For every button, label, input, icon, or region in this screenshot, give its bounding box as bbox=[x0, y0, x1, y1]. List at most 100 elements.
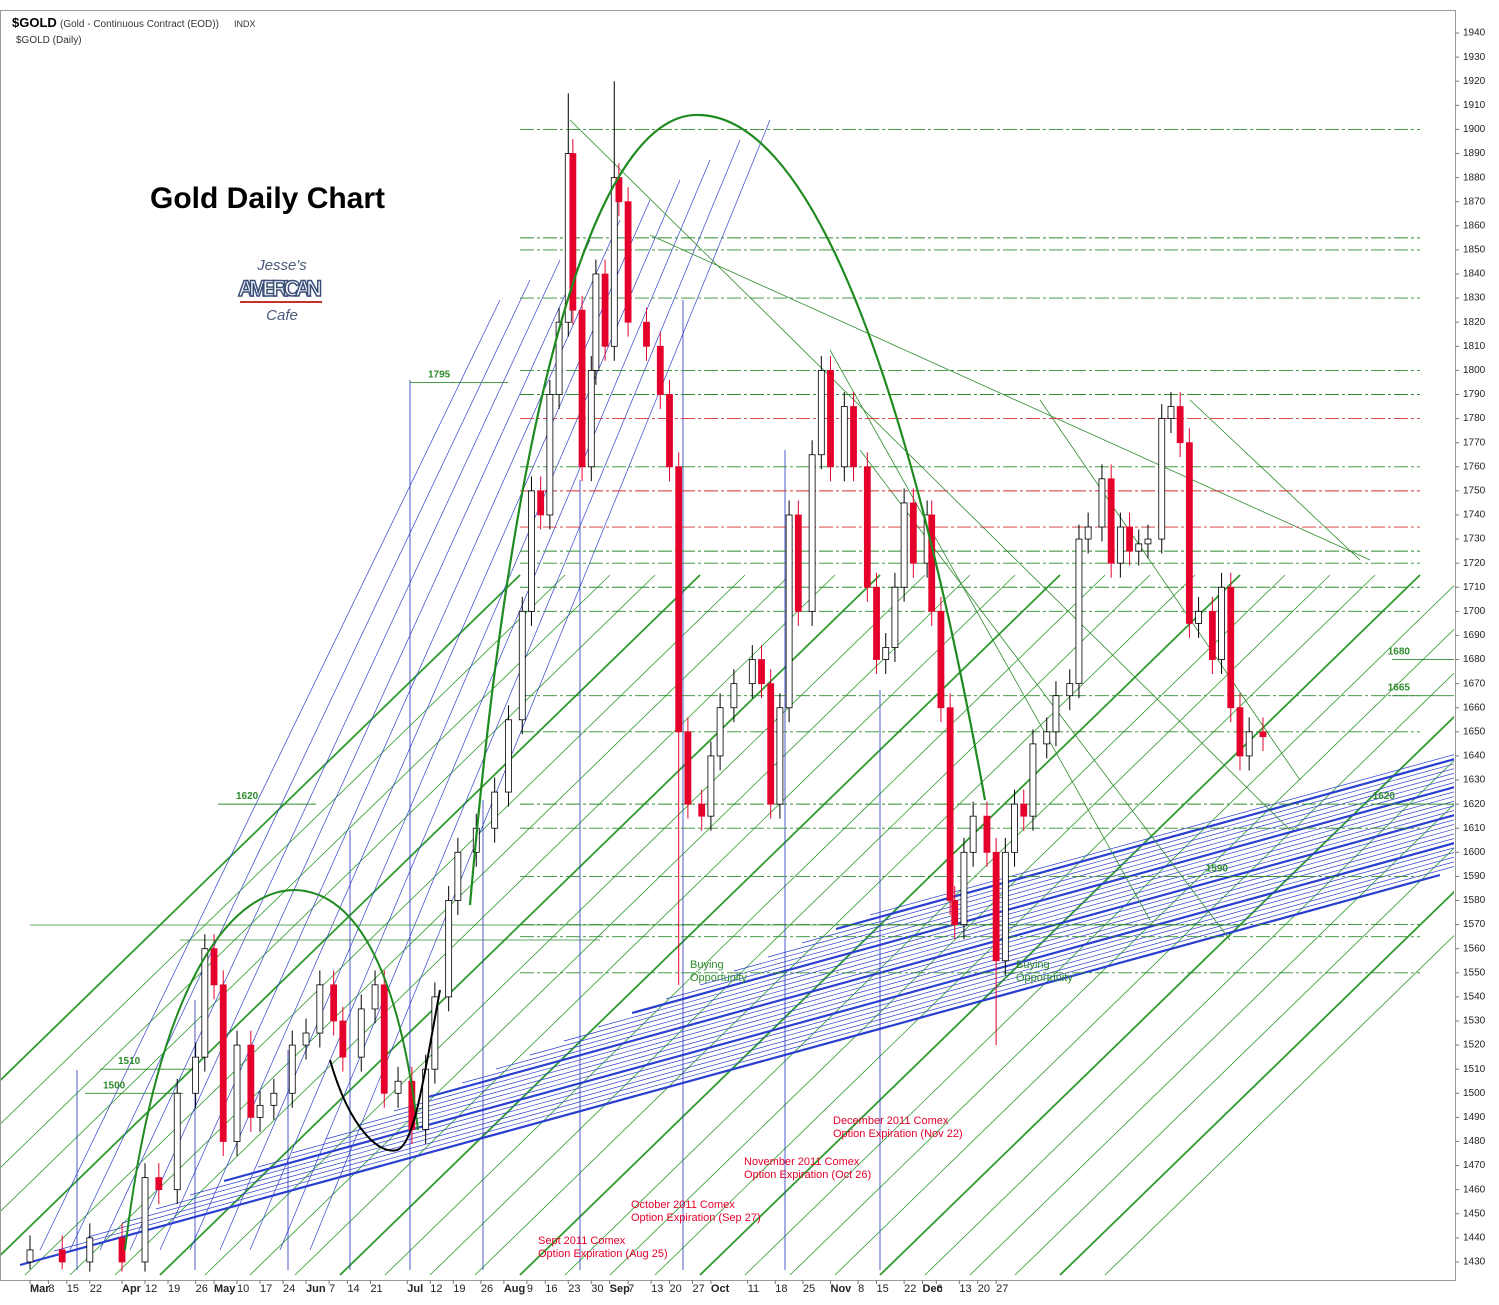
candle-body bbox=[1029, 743, 1037, 817]
candle-body bbox=[969, 815, 977, 853]
trend-line bbox=[563, 796, 1454, 1042]
candle-body bbox=[758, 659, 765, 685]
trend-line bbox=[53, 866, 1454, 1252]
x-tick-label: 13 bbox=[651, 1283, 663, 1295]
x-tick-label: 7 bbox=[329, 1283, 335, 1295]
arc bbox=[329, 989, 441, 1152]
arc bbox=[468, 113, 987, 906]
candle-body bbox=[1052, 695, 1060, 733]
trend-line bbox=[1039, 399, 1301, 781]
trend-line bbox=[631, 786, 1454, 1015]
x-tick-label: 13 bbox=[959, 1283, 971, 1295]
candle-body bbox=[270, 1092, 278, 1106]
candle-body bbox=[1135, 543, 1143, 552]
annotation: Option Expiration (Oct 26) bbox=[744, 1169, 871, 1181]
y-tick-label: 1520 bbox=[1463, 1040, 1486, 1051]
y-tick-label: 1480 bbox=[1463, 1136, 1486, 1147]
y-tick-label: 1630 bbox=[1463, 775, 1486, 786]
candle-body bbox=[173, 1092, 181, 1191]
subtitle: $GOLD (Daily) bbox=[16, 35, 82, 46]
arcs bbox=[124, 113, 987, 1251]
trend-line bbox=[359, 824, 1454, 1126]
candle-body bbox=[643, 321, 650, 347]
x-tick-label: 8 bbox=[48, 1283, 54, 1295]
candle-body bbox=[1227, 586, 1235, 709]
candle-body bbox=[1158, 418, 1166, 540]
candle-body bbox=[983, 815, 991, 853]
x-tick-label: 17 bbox=[260, 1283, 272, 1295]
candle-body bbox=[141, 1177, 149, 1263]
x-tick-label: 18 bbox=[775, 1283, 787, 1295]
candle-body bbox=[445, 900, 453, 998]
candle-body bbox=[587, 369, 595, 468]
candle-body bbox=[219, 984, 227, 1142]
y-tick-label: 1540 bbox=[1463, 992, 1486, 1003]
trend-line bbox=[129, 239, 591, 1251]
x-tick-label: Jun bbox=[306, 1283, 326, 1295]
x-tick-label: 11 bbox=[748, 1283, 759, 1295]
logo-text: Cafe bbox=[266, 307, 298, 324]
candle-body bbox=[960, 851, 968, 926]
trend-line bbox=[529, 800, 1454, 1056]
candle-body bbox=[850, 406, 857, 468]
candle-body bbox=[302, 1032, 310, 1046]
logo: Jesse's AMERICAN Cafe bbox=[237, 257, 323, 324]
candle-body bbox=[827, 369, 834, 468]
x-tick-label: Dec bbox=[923, 1283, 943, 1295]
candle-body bbox=[776, 707, 784, 805]
trend-line bbox=[19, 873, 1441, 1267]
y-tick-label: 1510 bbox=[1463, 1064, 1486, 1075]
candle-body bbox=[201, 948, 209, 1058]
trend-line bbox=[189, 199, 651, 1251]
x-tick-label: 19 bbox=[453, 1283, 465, 1295]
y-tick-label: 1910 bbox=[1463, 100, 1486, 111]
candle-body bbox=[1116, 526, 1124, 564]
candle-body bbox=[873, 586, 880, 660]
y-tick-label: 1730 bbox=[1463, 534, 1486, 545]
y-tick-label: 1430 bbox=[1463, 1257, 1486, 1268]
candle-body bbox=[992, 851, 1000, 962]
trend-line bbox=[69, 279, 531, 1251]
candle-body bbox=[624, 201, 632, 323]
candle-body bbox=[371, 984, 379, 1010]
candle-body bbox=[698, 803, 706, 817]
x-tick-label: 16 bbox=[545, 1283, 557, 1295]
y-tick-label: 1870 bbox=[1463, 196, 1486, 207]
level-label: 1620 bbox=[1373, 791, 1396, 802]
x-tick-label: Nov bbox=[831, 1283, 853, 1295]
y-tick-label: 1700 bbox=[1463, 606, 1486, 617]
annotation: November 2011 Comex bbox=[744, 1156, 860, 1168]
annotation: Opportunity bbox=[1016, 972, 1073, 984]
y-tick-label: 1850 bbox=[1463, 245, 1486, 256]
candle-body bbox=[1185, 442, 1193, 624]
frame bbox=[0, 10, 1456, 1281]
y-tick-label: 1490 bbox=[1463, 1112, 1486, 1123]
candle-body bbox=[1259, 731, 1267, 738]
candle-body bbox=[555, 321, 563, 395]
candle-body bbox=[785, 514, 793, 709]
candle-body bbox=[578, 309, 586, 468]
level-label: 1590 bbox=[1206, 863, 1229, 874]
y-tick-label: 1640 bbox=[1463, 751, 1486, 762]
trend-line bbox=[39, 299, 501, 1251]
x-tick-label: Mar bbox=[30, 1283, 50, 1295]
candle-body bbox=[528, 490, 535, 612]
candle-body bbox=[928, 514, 936, 612]
candle-body bbox=[1075, 538, 1083, 685]
y-tick-label: 1590 bbox=[1463, 871, 1486, 882]
candle-body bbox=[491, 791, 499, 829]
y-tick-label: 1720 bbox=[1463, 558, 1486, 569]
x-tick-label: 22 bbox=[90, 1283, 102, 1295]
x-tick-label: 8 bbox=[858, 1283, 864, 1295]
chart-title: Gold Daily Chart bbox=[150, 182, 385, 215]
trend-line bbox=[393, 819, 1454, 1112]
y-tick-label: 1710 bbox=[1463, 582, 1486, 593]
candle-body bbox=[946, 707, 954, 901]
candle-body bbox=[794, 514, 802, 612]
trend-line bbox=[219, 179, 681, 1251]
x-tick-label: 10 bbox=[237, 1283, 249, 1295]
y-tick-label: 1810 bbox=[1463, 341, 1486, 352]
y-tick-label: 1580 bbox=[1463, 895, 1486, 906]
candle-body bbox=[569, 153, 577, 311]
x-tick-label: 21 bbox=[370, 1283, 382, 1295]
